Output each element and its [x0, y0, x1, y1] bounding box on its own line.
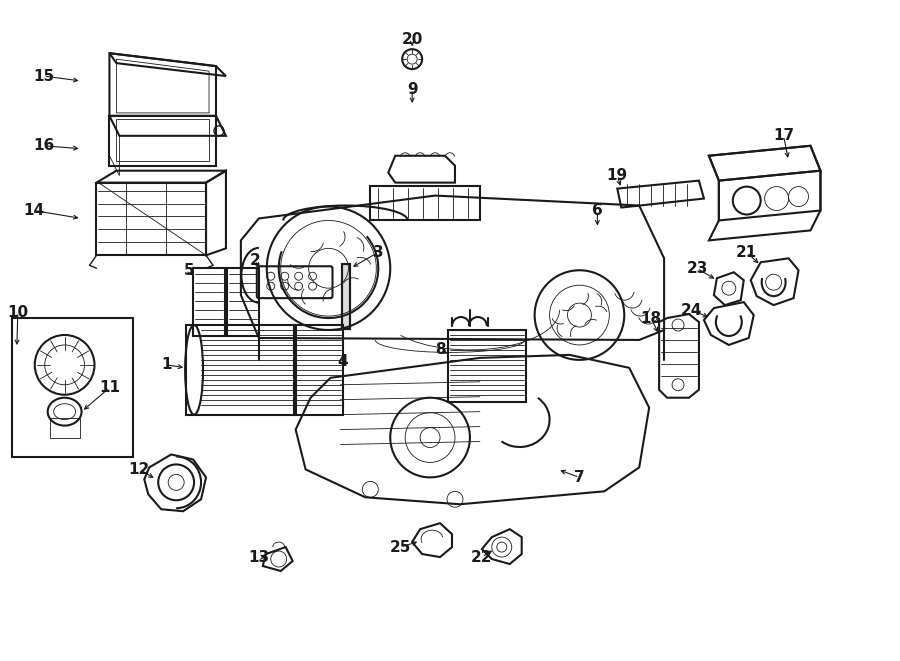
Text: 24: 24 [680, 303, 702, 317]
Bar [227, 268, 259, 336]
Text: 4: 4 [338, 354, 347, 369]
Text: 17: 17 [773, 128, 794, 143]
Text: 9: 9 [407, 81, 418, 97]
Text: 10: 10 [7, 305, 29, 319]
Text: 25: 25 [390, 539, 411, 555]
Text: 1: 1 [161, 358, 171, 372]
Text: 22: 22 [471, 549, 492, 564]
Text: 8: 8 [435, 342, 446, 358]
Text: 19: 19 [607, 168, 628, 183]
Text: 3: 3 [373, 245, 383, 260]
Text: 5: 5 [184, 263, 194, 278]
Bar [343, 264, 350, 329]
Bar [343, 264, 350, 329]
Text: 20: 20 [401, 32, 423, 47]
Text: 12: 12 [129, 462, 150, 477]
Text: 7: 7 [574, 470, 585, 485]
Text: 14: 14 [23, 203, 44, 218]
Bar [370, 186, 480, 221]
Bar [50, 418, 79, 438]
Text: 21: 21 [736, 245, 758, 260]
Bar [293, 325, 344, 414]
Bar [448, 330, 526, 402]
Bar [12, 318, 133, 457]
Text: 23: 23 [687, 260, 707, 276]
Text: 15: 15 [33, 69, 54, 83]
Text: 2: 2 [249, 253, 260, 268]
Text: 16: 16 [33, 138, 54, 153]
Text: 13: 13 [248, 549, 269, 564]
Text: 6: 6 [592, 203, 603, 218]
Bar [186, 325, 296, 414]
Text: 11: 11 [99, 380, 120, 395]
Text: 18: 18 [641, 311, 662, 326]
Bar [194, 268, 225, 336]
